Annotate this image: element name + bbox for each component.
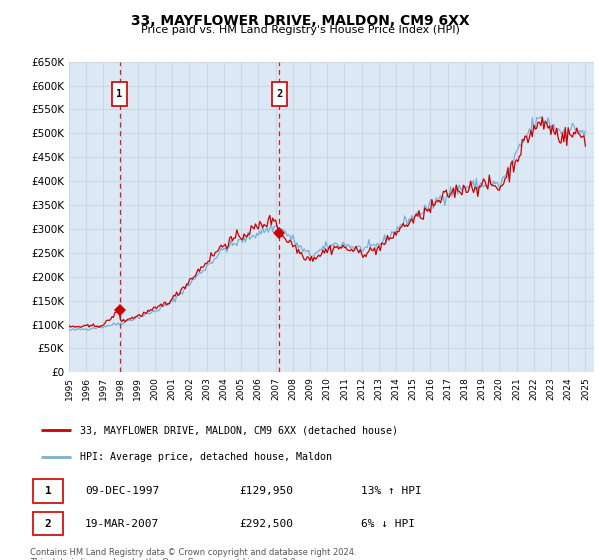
Text: Price paid vs. HM Land Registry's House Price Index (HPI): Price paid vs. HM Land Registry's House … xyxy=(140,25,460,35)
Text: 2: 2 xyxy=(45,519,52,529)
Text: Contains HM Land Registry data © Crown copyright and database right 2024.
This d: Contains HM Land Registry data © Crown c… xyxy=(30,548,356,560)
FancyBboxPatch shape xyxy=(112,82,127,106)
Text: 33, MAYFLOWER DRIVE, MALDON, CM9 6XX: 33, MAYFLOWER DRIVE, MALDON, CM9 6XX xyxy=(131,14,469,28)
Text: 2: 2 xyxy=(276,89,283,99)
Text: 1: 1 xyxy=(45,486,52,496)
Text: 6% ↓ HPI: 6% ↓ HPI xyxy=(361,519,415,529)
Text: HPI: Average price, detached house, Maldon: HPI: Average price, detached house, Mald… xyxy=(80,452,332,463)
FancyBboxPatch shape xyxy=(33,512,63,535)
Text: 1: 1 xyxy=(116,89,123,99)
Text: 19-MAR-2007: 19-MAR-2007 xyxy=(85,519,160,529)
FancyBboxPatch shape xyxy=(272,82,287,106)
Text: 13% ↑ HPI: 13% ↑ HPI xyxy=(361,486,422,496)
FancyBboxPatch shape xyxy=(33,479,63,503)
Text: £129,950: £129,950 xyxy=(240,486,294,496)
Text: 33, MAYFLOWER DRIVE, MALDON, CM9 6XX (detached house): 33, MAYFLOWER DRIVE, MALDON, CM9 6XX (de… xyxy=(80,425,398,435)
Text: £292,500: £292,500 xyxy=(240,519,294,529)
Text: 09-DEC-1997: 09-DEC-1997 xyxy=(85,486,160,496)
